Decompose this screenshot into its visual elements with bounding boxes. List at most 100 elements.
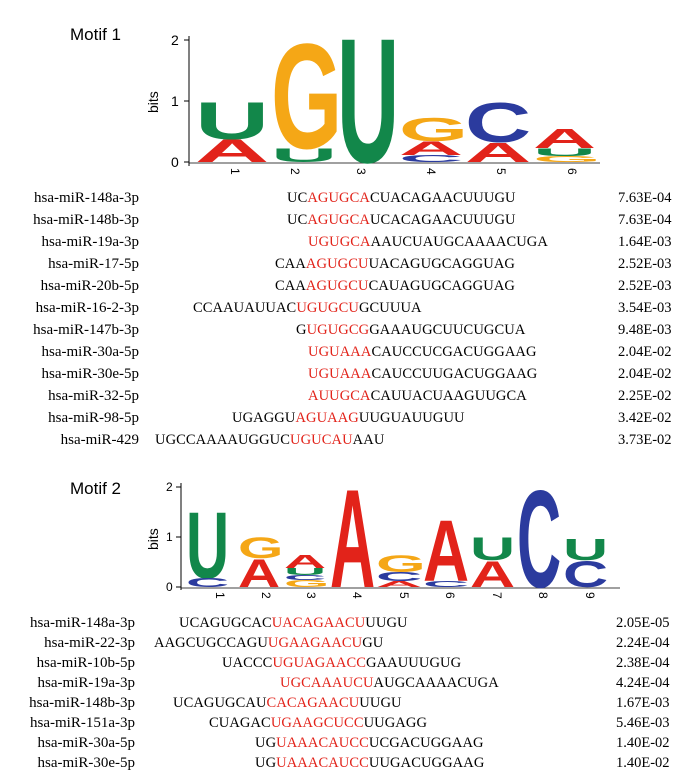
p-value: 2.52E-03 [618,278,672,294]
alignment-row: hsa-miR-32-5p AUUGCACAUUACUAAGUUGCA 2.25… [0,388,685,410]
p-value: 2.25E-02 [618,388,672,404]
p-value: 1.64E-03 [618,234,672,250]
mirna-sequence: UGUAAACAUCCUCGACUGGAAG [308,344,537,361]
motif1-letter-G-pos4: G [399,111,468,148]
motif2-position-label: 8 [536,592,550,599]
seq-motif: AGUGCU [305,256,369,272]
motif2-letter-C-pos1: C [186,576,229,590]
mirna-name: hsa-miR-148b-3p [29,695,135,711]
motif2-letter-A-pos6: A [423,503,469,600]
mirna-sequence: UCAGUGCAUCACAGAACUUUGU [173,695,402,712]
motif2-title: Motif 2 [70,479,121,498]
motif2-letter-G-pos5: G [376,551,426,577]
alignment-row: hsa-miR-148a-3p UCAGUGCACUACAGAACUUUGU 7… [0,190,685,212]
seq-motif: UAAACAUCC [276,735,369,751]
alignment-row: hsa-miR-20b-5p CAAAGUGCUCAUAGUGCAGGUAG 2… [0,278,685,300]
mirna-sequence: CAAAGUGCUCAUAGUGCAGGUAG [275,278,515,295]
motif2-letter-C-pos6: C [423,580,469,589]
mirna-name: hsa-miR-148b-3p [33,212,139,228]
p-value: 2.24E-04 [616,635,670,651]
seq-suffix: CAUAGUGCAGGUAG [368,278,515,294]
seq-prefix: CCAAUAUUAC [193,300,297,316]
mirna-sequence: UGUAAACAUCCUUGACUGGAAG [308,366,537,383]
seq-suffix: CAUUACUAAGUUGCA [370,388,527,404]
seq-prefix: CAA [275,256,306,272]
mirna-sequence: CCAAUAUUACUGUGCUGCUUUA [193,300,422,317]
mirna-name: hsa-miR-32-5p [48,388,139,404]
mirna-name: hsa-miR-19a-3p [41,234,139,250]
motif2-letter-C-pos3: C [284,574,326,582]
motif1-letter-A-pos6: A [533,123,596,154]
mirna-sequence: UGUAAACAUCCUUGACUGGAAG [255,755,484,772]
seq-suffix: UUGAGG [363,715,428,731]
p-value: 3.42E-02 [618,410,672,426]
seq-suffix: UUGU [359,695,402,711]
motif1-letter-U-pos6: U [533,146,596,158]
motif2-position-label: 1 [213,592,227,599]
motif2-letter-U-pos9: U [563,533,608,567]
alignment-row: hsa-miR-30a-5p UGUAAACAUCCUCGACUGGAAG 2.… [0,344,685,366]
mirna-sequence: UGCAAAUCUAUGCAAAACUGA [280,675,499,692]
mirna-sequence: UCAGUGCACUACAGAACUUUGU [287,190,516,207]
seq-prefix: UCAGUGCAU [173,695,267,711]
motif1-ytick-label: 0 [171,154,179,170]
motif1-letter-A-pos1: A [195,133,269,169]
p-value: 3.54E-03 [618,300,672,316]
mirna-name: hsa-miR-19a-3p [37,675,135,691]
mirna-sequence: UACCCUGUAGAACCGAAUUUGUG [222,655,461,672]
seq-suffix: AAUCUAUGCAAAACUGA [370,234,548,250]
seq-suffix: GAAUUUGUG [366,655,462,671]
motif1-position-label: 3 [354,168,368,175]
motif1-ytick-label: 1 [171,93,179,109]
p-value: 4.24E-04 [616,675,670,691]
seq-suffix: AUGCAAAACUGA [373,675,499,691]
motif2-position-label: 7 [490,592,504,599]
seq-suffix: GU [362,635,384,651]
seq-suffix: UCGACUGGAAG [368,735,484,751]
p-value: 2.04E-02 [618,344,672,360]
motif2-letter-U-pos3: U [284,566,326,577]
seq-prefix: UC [287,212,308,228]
seq-suffix: UACAGUGCAGGUAG [368,256,515,272]
mirna-name: hsa-miR-16-2-3p [35,300,139,316]
seq-suffix: CAUCCUUGACUGGAAG [371,366,538,382]
motif1-ylabel: bits [145,91,161,113]
mirna-sequence: UGCCAAAAUGGUCUGUCAUAAU [155,432,384,449]
seq-motif: UAAACAUCC [276,755,369,771]
p-value: 7.63E-04 [618,212,672,228]
motif2-position-label: 6 [443,592,457,599]
seq-prefix: UGAGGU [232,410,296,426]
seq-motif: AGUGCU [305,278,369,294]
mirna-sequence: UGAGGUAGUAAGUUGUAUUGUU [232,410,465,427]
motif1-title: Motif 1 [70,25,121,44]
mirna-sequence: AAGCUGCCAGUUGAAGAACUGU [154,635,383,652]
p-value: 2.05E-05 [616,615,670,631]
alignment-row: hsa-miR-16-2-3p CCAAUAUUACUGUGCUGCUUUA 3… [0,300,685,322]
seq-motif: UGUGCU [296,300,359,316]
motif2-letter-G-pos2: G [238,531,283,564]
motif1-letter-U-pos3: U [337,2,399,201]
alignment-row: hsa-miR-19a-3p UGCAAAUCUAUGCAAAACUGA 4.2… [0,675,685,697]
alignment-row: hsa-miR-148b-3p UCAGUGCAUCACAGAACUUUGU 7… [0,212,685,234]
motif2-position-label: 3 [304,592,318,599]
seq-motif: UGUAAA [308,344,372,360]
motif1-letter-G-pos2: G [271,13,342,181]
seq-motif: AGUGCA [307,212,370,228]
seq-suffix: UUGACUGGAAG [368,755,485,771]
seq-prefix: UG [255,735,277,751]
motif2-letter-U-pos7: U [470,531,515,567]
mirna-sequence: CUAGACUGAAGCUCCUUGAGG [209,715,427,732]
motif2-letter-A-pos7: A [470,553,515,595]
p-value: 9.48E-03 [618,322,672,338]
seq-motif: UGAAGCUCC [270,715,364,731]
seq-suffix: GAAAUGCUUCUGCUA [369,322,526,338]
p-value: 1.40E-02 [616,735,670,751]
motif2-position-label: 5 [397,592,411,599]
motif2-ytick-label: 1 [166,530,173,544]
motif1-position-label: 2 [288,168,302,175]
